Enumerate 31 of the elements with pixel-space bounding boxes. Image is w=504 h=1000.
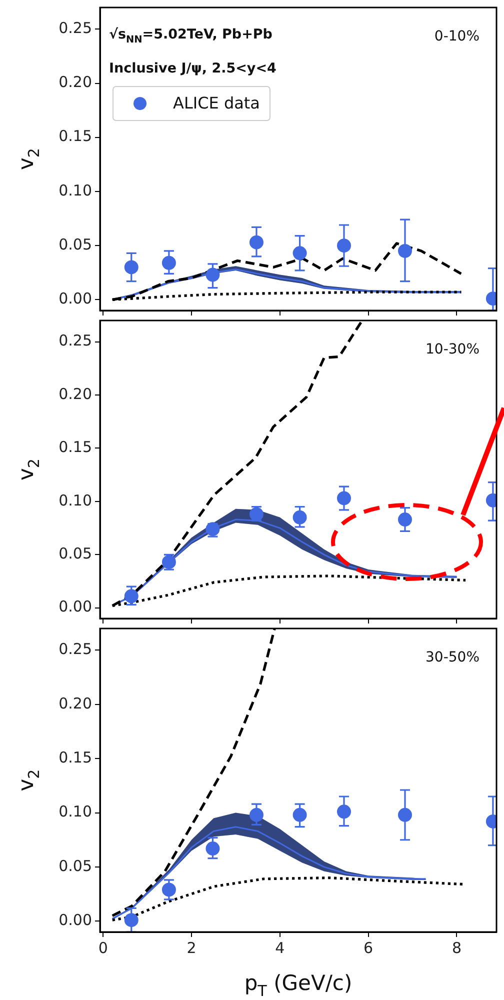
y-tick-label: 0.05 [58,856,92,875]
x-tick-label: 6 [364,938,374,957]
y-tick-label: 0.15 [58,127,92,146]
y-tick-label: 0.10 [58,181,92,200]
y-tick-label: 0.20 [58,384,92,403]
annotation: Inclusive J/ψ, 2.5<y<4 [109,60,276,76]
y-axis-title: v2 [14,769,43,792]
y-tick-label: 0.00 [58,911,92,930]
y-tick-label: 0.05 [58,235,92,254]
x-tick-label: 0 [98,938,108,957]
y-tick-label: 0.15 [58,438,92,456]
y-tick-label: 0.25 [58,19,92,38]
y-axis-title: v2 [14,148,43,170]
x-tick-label: 4 [275,938,285,957]
y-tick-label: 0.00 [58,598,92,616]
legend-label: ALICE data [173,94,260,113]
y-tick-label: 0.20 [58,694,92,712]
y-axis-title: v2 [14,458,43,481]
y-tick-label: 0.20 [58,73,92,92]
y-tick-label: 0.05 [58,544,92,563]
y-tick-label: 0.00 [58,290,92,308]
annotation: 30-50% [426,650,480,666]
y-tick-label: 0.25 [58,332,92,350]
y-tick-label: 0.10 [58,491,92,510]
y-tick-label: 0.10 [58,802,92,821]
y-tick-label: 0.15 [58,748,92,766]
annotation: 10-30% [426,342,480,358]
annotation: 0-10% [434,28,480,44]
y-tick-label: 0.25 [58,640,92,658]
x-tick-label: 2 [186,938,196,957]
x-tick-label: 8 [452,938,462,957]
